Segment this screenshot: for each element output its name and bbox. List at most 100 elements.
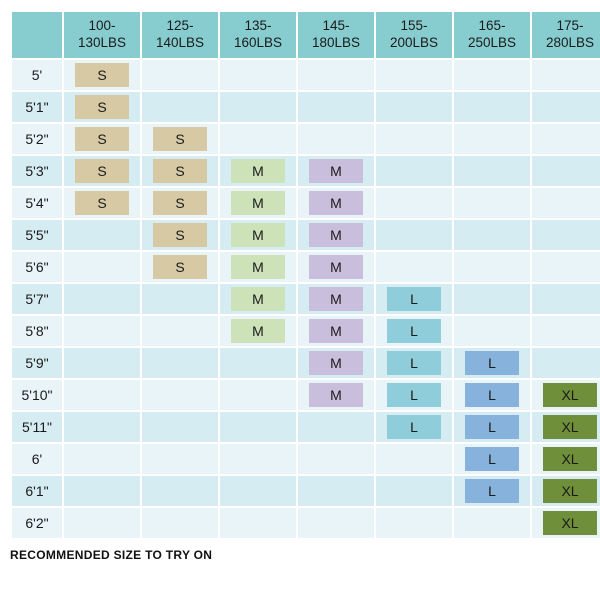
- table-cell: [63, 411, 141, 443]
- size-value: S: [75, 95, 129, 119]
- table-row: 5'S: [11, 59, 600, 91]
- size-value: L: [387, 383, 441, 407]
- table-cell: [531, 219, 600, 251]
- row-header: 5'10": [11, 379, 63, 411]
- size-value: S: [153, 191, 207, 215]
- table-cell: M: [297, 283, 375, 315]
- table-cell: M: [297, 347, 375, 379]
- table-row: 5'10"MLLXL: [11, 379, 600, 411]
- table-cell: L: [453, 443, 531, 475]
- table-cell: [219, 379, 297, 411]
- table-head: 100- 130LBS125- 140LBS135- 160LBS145- 18…: [11, 11, 600, 59]
- table-cell: [453, 91, 531, 123]
- table-cell: [141, 443, 219, 475]
- table-cell: [141, 347, 219, 379]
- table-cell: [453, 219, 531, 251]
- row-header: 5'4": [11, 187, 63, 219]
- table-cell: [297, 507, 375, 539]
- table-cell: L: [375, 379, 453, 411]
- table-cell: [141, 283, 219, 315]
- table-cell: [219, 507, 297, 539]
- size-value: S: [75, 127, 129, 151]
- table-cell: [375, 91, 453, 123]
- table-cell: [63, 347, 141, 379]
- table-cell: M: [297, 251, 375, 283]
- table-cell: [531, 91, 600, 123]
- size-value: M: [231, 191, 285, 215]
- table-row: 5'3"SSMM: [11, 155, 600, 187]
- table-cell: [297, 443, 375, 475]
- size-value: S: [75, 63, 129, 87]
- table-cell: [141, 91, 219, 123]
- table-cell: [531, 283, 600, 315]
- row-header: 5'1": [11, 91, 63, 123]
- table-cell: [375, 251, 453, 283]
- table-row: 5'1" S: [11, 91, 600, 123]
- table-cell: M: [219, 219, 297, 251]
- table-cell: [141, 411, 219, 443]
- table-cell: [219, 475, 297, 507]
- table-row: 5'2" SS: [11, 123, 600, 155]
- size-value: M: [231, 255, 285, 279]
- size-value: M: [309, 159, 363, 183]
- size-chart-table: 100- 130LBS125- 140LBS135- 160LBS145- 18…: [10, 10, 600, 540]
- header-row: 100- 130LBS125- 140LBS135- 160LBS145- 18…: [11, 11, 600, 59]
- table-cell: [531, 59, 600, 91]
- table-cell: [297, 123, 375, 155]
- row-header: 6': [11, 443, 63, 475]
- table-cell: [219, 443, 297, 475]
- table-cell: M: [219, 315, 297, 347]
- table-cell: [375, 187, 453, 219]
- table-cell: [453, 59, 531, 91]
- row-header: 5'8": [11, 315, 63, 347]
- table-cell: [141, 59, 219, 91]
- size-value: S: [153, 127, 207, 151]
- row-header: 5'3": [11, 155, 63, 187]
- table-row: 5'4"SSMM: [11, 187, 600, 219]
- size-value: XL: [543, 415, 597, 439]
- table-cell: L: [375, 315, 453, 347]
- table-cell: XL: [531, 411, 600, 443]
- size-value: M: [231, 159, 285, 183]
- size-value: S: [153, 255, 207, 279]
- table-cell: [297, 91, 375, 123]
- table-cell: [219, 347, 297, 379]
- table-cell: [219, 411, 297, 443]
- column-header: 165- 250LBS: [453, 11, 531, 59]
- table-cell: [63, 379, 141, 411]
- size-value: M: [231, 319, 285, 343]
- table-cell: S: [141, 219, 219, 251]
- size-value: M: [309, 319, 363, 343]
- size-value: XL: [543, 383, 597, 407]
- table-cell: [453, 187, 531, 219]
- size-value: M: [309, 287, 363, 311]
- table-cell: L: [453, 379, 531, 411]
- size-value: M: [231, 287, 285, 311]
- row-header: 5'2": [11, 123, 63, 155]
- table-cell: S: [141, 251, 219, 283]
- size-value: M: [309, 191, 363, 215]
- table-cell: [531, 315, 600, 347]
- size-value: L: [387, 319, 441, 343]
- row-header: 5'7": [11, 283, 63, 315]
- size-value: L: [387, 287, 441, 311]
- table-row: 6'2"XL: [11, 507, 600, 539]
- table-row: 5'6"SMM: [11, 251, 600, 283]
- table-cell: [375, 155, 453, 187]
- table-row: 5'11"LLXL: [11, 411, 600, 443]
- table-cell: M: [219, 251, 297, 283]
- column-header: 175- 280LBS: [531, 11, 600, 59]
- table-cell: S: [63, 59, 141, 91]
- size-value: M: [309, 383, 363, 407]
- table-cell: [375, 507, 453, 539]
- table-body: 5'S5'1"S5'2"SS5'3"SSMM5'4"SSMM5'5"SMM5'6…: [11, 59, 600, 539]
- table-cell: S: [63, 123, 141, 155]
- table-cell: M: [219, 187, 297, 219]
- table-cell: XL: [531, 507, 600, 539]
- table-cell: [219, 91, 297, 123]
- size-value: S: [75, 159, 129, 183]
- column-header: 135- 160LBS: [219, 11, 297, 59]
- table-cell: [375, 59, 453, 91]
- table-cell: [63, 283, 141, 315]
- size-value: S: [153, 223, 207, 247]
